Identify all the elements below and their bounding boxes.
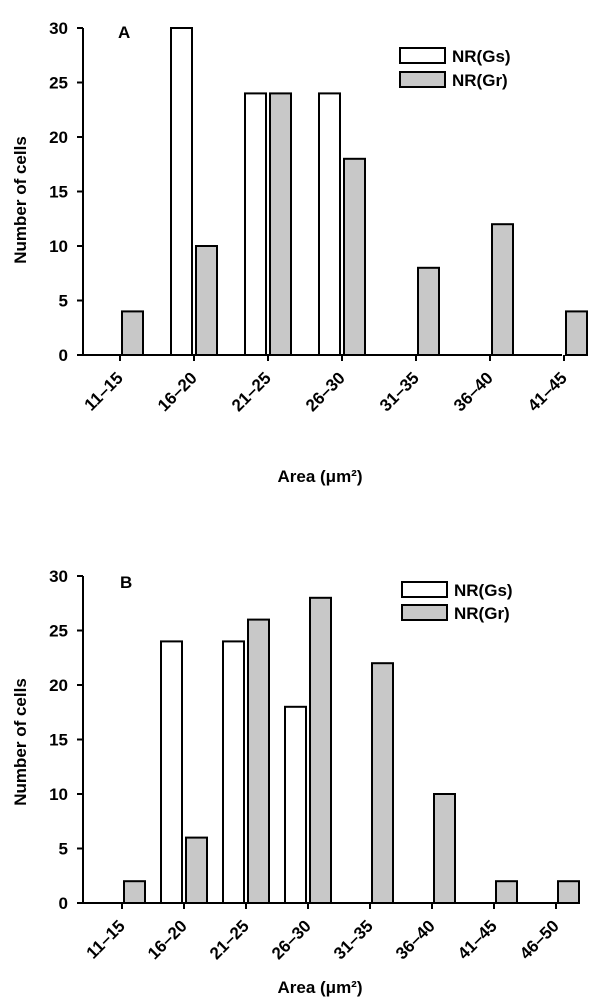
y-tick-label: 10: [49, 785, 68, 804]
y-tick-label: 15: [49, 731, 68, 750]
legend-label: NR(Gs): [452, 47, 511, 66]
x-tick-label: 21–25: [228, 368, 275, 415]
x-tick-label: 26–30: [268, 916, 315, 963]
x-axis-label: Area (μm²): [277, 978, 362, 997]
x-tick-label: 41–45: [454, 916, 501, 963]
x-tick-label: 46–50: [516, 916, 563, 963]
bar-gs: [222, 640, 245, 905]
y-tick-label: 5: [59, 840, 68, 859]
y-axis-label: Number of cells: [11, 136, 30, 264]
x-tick-label: 31–35: [330, 916, 377, 963]
y-tick-label: 0: [59, 894, 68, 913]
chart-panel-b: 0 5 10 15 20 25 30 11–15 16–20 21–25 26–30 31–35 36–…: [11, 567, 580, 997]
y-tick-label: 25: [49, 622, 68, 641]
chart-panel-a: 0 5 10 15 20 25 30 11–15 16–20 21–25 26–30 31–35 36–…: [11, 19, 588, 486]
x-tick-label: 16–20: [144, 916, 191, 963]
y-tick-label: 5: [59, 292, 68, 311]
bar-gr: [269, 92, 292, 357]
legend-swatch: [399, 71, 446, 88]
x-tick-label: 36–40: [450, 368, 497, 415]
y-tick-label: 30: [49, 567, 68, 586]
y-axis-label: Number of cells: [11, 678, 30, 806]
bar-gr: [247, 618, 270, 904]
bar-gs: [170, 27, 193, 356]
bar-gr: [123, 880, 146, 905]
legend-swatch: [401, 581, 448, 598]
bar-gr: [433, 793, 456, 904]
bar-gr: [371, 662, 394, 905]
y-tick-label: 0: [59, 346, 68, 365]
bar-gr: [417, 266, 440, 356]
bar-gs: [284, 705, 307, 904]
legend: NR(Gs) NR(Gr): [399, 47, 511, 90]
x-tick-label: 36–40: [392, 916, 439, 963]
bar-gr: [491, 223, 514, 356]
x-tick-label: 11–15: [81, 368, 127, 414]
x-tick-label: 21–25: [206, 916, 253, 963]
y-tick-label: 25: [49, 74, 68, 93]
x-tick-label: 31–35: [376, 368, 423, 415]
y-tick-label: 10: [49, 237, 68, 256]
bar-gr: [121, 310, 144, 356]
legend-swatch: [401, 604, 448, 621]
legend-label: NR(Gr): [454, 604, 510, 623]
x-tick-label: 16–20: [154, 368, 201, 415]
x-tick-label: 11–15: [83, 916, 129, 962]
y-tick-label: 15: [49, 183, 68, 202]
bar-gs: [244, 92, 267, 357]
legend-label: NR(Gs): [454, 581, 513, 600]
y-tick-label: 20: [49, 128, 68, 147]
bar-gr: [557, 880, 580, 905]
bar-gr: [343, 157, 366, 356]
legend-swatch: [399, 47, 446, 64]
bar-gs: [160, 640, 183, 905]
legend-label: NR(Gr): [452, 71, 508, 90]
bar-gr: [495, 880, 518, 905]
bar-gr: [195, 245, 218, 356]
bar-gr: [309, 596, 332, 904]
x-tick-label: 41–45: [524, 368, 571, 415]
bar-gr: [565, 310, 588, 356]
bar-gs: [318, 92, 341, 357]
x-tick-label: 26–30: [302, 368, 349, 415]
y-tick-label: 20: [49, 676, 68, 695]
bar-gr: [185, 836, 208, 904]
panel-label: B: [120, 573, 132, 592]
panel-label: A: [118, 23, 130, 42]
y-tick-label: 30: [49, 19, 68, 38]
x-axis-label: Area (μm²): [277, 467, 362, 486]
legend: NR(Gs) NR(Gr): [401, 581, 513, 623]
